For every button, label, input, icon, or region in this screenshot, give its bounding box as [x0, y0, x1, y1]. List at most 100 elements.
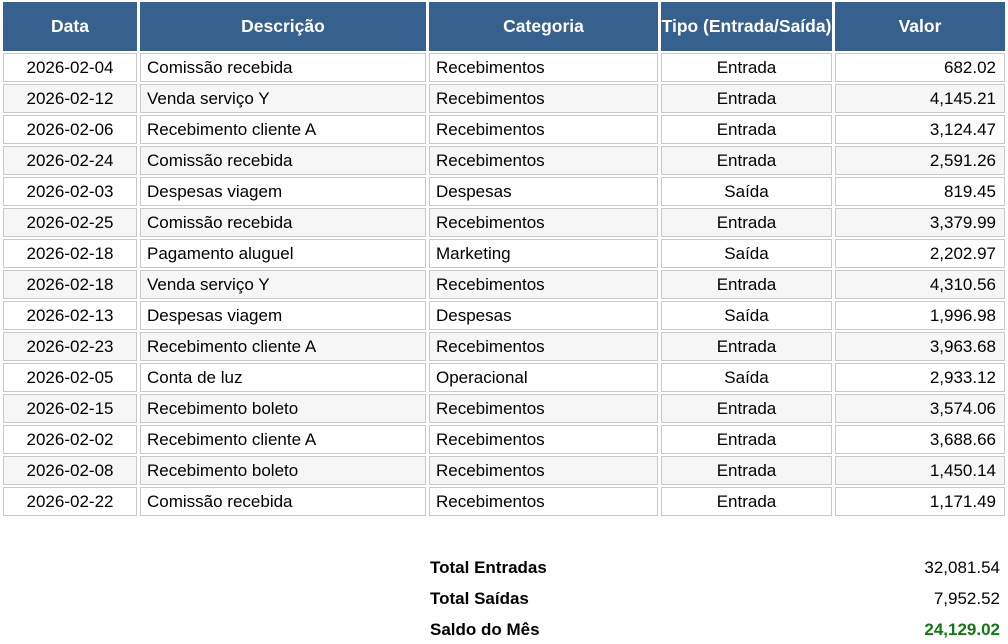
cell-type[interactable]: Entrada	[661, 487, 832, 516]
total-entradas-value: 32,081.54	[924, 558, 1000, 577]
table-row: 2026-02-18 Venda serviço Y Recebimentos Ent…	[3, 270, 1005, 299]
cell-description[interactable]: Venda serviço Y	[140, 84, 426, 113]
cell-value[interactable]: 4,145.21	[835, 84, 1005, 113]
cell-description[interactable]: Despesas viagem	[140, 301, 426, 330]
cell-date[interactable]: 2026-02-04	[3, 53, 137, 82]
cell-description[interactable]: Conta de luz	[140, 363, 426, 392]
cell-type[interactable]: Saída	[661, 177, 832, 206]
cell-date[interactable]: 2026-02-12	[3, 84, 137, 113]
cell-description[interactable]: Recebimento cliente A	[140, 332, 426, 361]
cell-type[interactable]: Entrada	[661, 84, 832, 113]
cell-value[interactable]: 3,963.68	[835, 332, 1005, 361]
cell-value[interactable]: 3,688.66	[835, 425, 1005, 454]
cell-type[interactable]: Saída	[661, 301, 832, 330]
column-header-tipo[interactable]: Tipo (Entrada/Saída)	[661, 2, 832, 51]
cell-type[interactable]: Saída	[661, 363, 832, 392]
saldo-mes-value: 24,129.02	[924, 620, 1000, 639]
cell-date[interactable]: 2026-02-13	[3, 301, 137, 330]
cell-description[interactable]: Comissão recebida	[140, 146, 426, 175]
cell-category[interactable]: Recebimentos	[429, 53, 658, 82]
cell-type[interactable]: Entrada	[661, 425, 832, 454]
table-row: 2026-02-03 Despesas viagem Despesas Saída 81…	[3, 177, 1005, 206]
cell-category[interactable]: Recebimentos	[429, 456, 658, 485]
cell-value[interactable]: 3,574.06	[835, 394, 1005, 423]
cell-description[interactable]: Comissão recebida	[140, 53, 426, 82]
table-row: 2026-02-15 Recebimento boleto Recebimentos…	[3, 394, 1005, 423]
cell-type[interactable]: Saída	[661, 239, 832, 268]
column-header-valor[interactable]: Valor	[835, 2, 1005, 51]
cell-description[interactable]: Despesas viagem	[140, 177, 426, 206]
cell-type[interactable]: Entrada	[661, 394, 832, 423]
cell-description[interactable]: Venda serviço Y	[140, 270, 426, 299]
cell-category[interactable]: Recebimentos	[429, 394, 658, 423]
table-row: 2026-02-18 Pagamento aluguel Marketing Saíd…	[3, 239, 1005, 268]
cell-category[interactable]: Operacional	[429, 363, 658, 392]
table-row: 2026-02-12 Venda serviço Y Recebimentos Ent…	[3, 84, 1005, 113]
table-row: 2026-02-06 Recebimento cliente A Recebimen…	[3, 115, 1005, 144]
cell-date[interactable]: 2026-02-08	[3, 456, 137, 485]
cell-date[interactable]: 2026-02-15	[3, 394, 137, 423]
cell-description[interactable]: Pagamento aluguel	[140, 239, 426, 268]
cell-type[interactable]: Entrada	[661, 53, 832, 82]
summary-section: Total Entradas 32,081.54 Total Saídas 7,…	[430, 552, 1000, 644]
summary-row-saldo-mes: Saldo do Mês 24,129.02	[430, 614, 1000, 644]
cell-date[interactable]: 2026-02-02	[3, 425, 137, 454]
cell-type[interactable]: Entrada	[661, 270, 832, 299]
cell-category[interactable]: Despesas	[429, 177, 658, 206]
cell-date[interactable]: 2026-02-22	[3, 487, 137, 516]
cell-type[interactable]: Entrada	[661, 456, 832, 485]
cell-description[interactable]: Recebimento cliente A	[140, 425, 426, 454]
cell-value[interactable]: 4,310.56	[835, 270, 1005, 299]
cell-date[interactable]: 2026-02-05	[3, 363, 137, 392]
cell-value[interactable]: 2,591.26	[835, 146, 1005, 175]
table-row: 2026-02-05 Conta de luz Operacional Saída 2,…	[3, 363, 1005, 392]
cell-description[interactable]: Recebimento boleto	[140, 456, 426, 485]
cell-type[interactable]: Entrada	[661, 115, 832, 144]
cell-category[interactable]: Recebimentos	[429, 115, 658, 144]
cell-date[interactable]: 2026-02-23	[3, 332, 137, 361]
cell-date[interactable]: 2026-02-18	[3, 239, 137, 268]
cell-value[interactable]: 1,996.98	[835, 301, 1005, 330]
cell-value[interactable]: 2,933.12	[835, 363, 1005, 392]
cell-category[interactable]: Recebimentos	[429, 332, 658, 361]
cell-category[interactable]: Recebimentos	[429, 487, 658, 516]
cell-category[interactable]: Recebimentos	[429, 208, 658, 237]
cell-value[interactable]: 2,202.97	[835, 239, 1005, 268]
cell-value[interactable]: 1,450.14	[835, 456, 1005, 485]
cell-description[interactable]: Comissão recebida	[140, 208, 426, 237]
cell-category[interactable]: Recebimentos	[429, 270, 658, 299]
cell-value[interactable]: 1,171.49	[835, 487, 1005, 516]
total-saidas-value: 7,952.52	[933, 589, 1000, 608]
cell-category[interactable]: Recebimentos	[429, 425, 658, 454]
cell-description[interactable]: Comissão recebida	[140, 487, 426, 516]
transactions-table: Data Descrição Categoria Tipo (Entrada/S…	[3, 2, 1005, 516]
column-header-descricao[interactable]: Descrição	[140, 2, 426, 51]
cell-date[interactable]: 2026-02-03	[3, 177, 137, 206]
summary-row-total-entradas: Total Entradas 32,081.54	[430, 552, 1000, 583]
table-row: 2026-02-08 Recebimento boleto Recebimentos…	[3, 456, 1005, 485]
cell-category[interactable]: Marketing	[429, 239, 658, 268]
cell-date[interactable]: 2026-02-24	[3, 146, 137, 175]
cell-category[interactable]: Despesas	[429, 301, 658, 330]
cell-category[interactable]: Recebimentos	[429, 84, 658, 113]
table-header-row: Data Descrição Categoria Tipo (Entrada/S…	[3, 2, 1005, 51]
table-row: 2026-02-04 Comissão recebida Recebimentos E…	[3, 53, 1005, 82]
cell-description[interactable]: Recebimento boleto	[140, 394, 426, 423]
column-header-categoria[interactable]: Categoria	[429, 2, 658, 51]
cell-date[interactable]: 2026-02-06	[3, 115, 137, 144]
cell-type[interactable]: Entrada	[661, 208, 832, 237]
cell-category[interactable]: Recebimentos	[429, 146, 658, 175]
cell-date[interactable]: 2026-02-25	[3, 208, 137, 237]
cell-date[interactable]: 2026-02-18	[3, 270, 137, 299]
cell-description[interactable]: Recebimento cliente A	[140, 115, 426, 144]
cell-value[interactable]: 819.45	[835, 177, 1005, 206]
table-row: 2026-02-24 Comissão recebida Recebimentos E…	[3, 146, 1005, 175]
cell-value[interactable]: 3,124.47	[835, 115, 1005, 144]
table-row: 2026-02-25 Comissão recebida Recebimentos E…	[3, 208, 1005, 237]
cell-value[interactable]: 3,379.99	[835, 208, 1005, 237]
cell-type[interactable]: Entrada	[661, 146, 832, 175]
table-row: 2026-02-23 Recebimento cliente A Recebimen…	[3, 332, 1005, 361]
cell-type[interactable]: Entrada	[661, 332, 832, 361]
cell-value[interactable]: 682.02	[835, 53, 1005, 82]
column-header-data[interactable]: Data	[3, 2, 137, 51]
